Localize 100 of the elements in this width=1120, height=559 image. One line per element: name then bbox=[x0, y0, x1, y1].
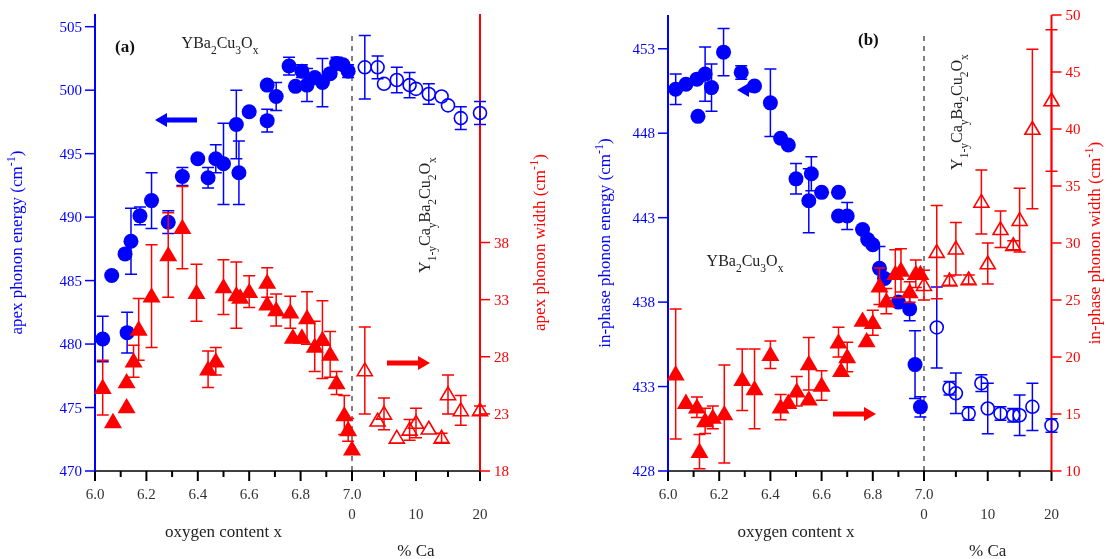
y2-tick-label: 18 bbox=[494, 463, 509, 479]
point bbox=[761, 345, 780, 362]
point bbox=[690, 108, 706, 124]
point bbox=[408, 81, 424, 97]
point bbox=[267, 300, 286, 317]
point bbox=[947, 240, 965, 255]
point bbox=[259, 77, 275, 93]
point bbox=[857, 332, 876, 348]
point bbox=[812, 376, 831, 392]
point bbox=[814, 184, 830, 200]
point bbox=[733, 370, 752, 387]
y2-tick-label: 40 bbox=[1065, 121, 1081, 137]
point bbox=[117, 398, 136, 414]
x-tick-label: 6.0 bbox=[85, 486, 105, 502]
point bbox=[863, 313, 882, 330]
point bbox=[187, 283, 206, 300]
point bbox=[831, 184, 846, 200]
point bbox=[1024, 120, 1041, 136]
y-tick-label: 438 bbox=[632, 294, 655, 311]
point bbox=[216, 156, 231, 172]
point bbox=[687, 398, 706, 414]
y2-tick-label: 33 bbox=[494, 291, 509, 308]
y-tick-label: 475 bbox=[59, 399, 82, 416]
point bbox=[402, 77, 417, 93]
x-tick-label: 6.4 bbox=[761, 486, 781, 502]
point bbox=[369, 412, 386, 427]
point bbox=[788, 171, 804, 187]
point bbox=[420, 420, 438, 435]
point bbox=[715, 405, 734, 421]
x-tick-label: 7.0 bbox=[914, 486, 934, 502]
point bbox=[104, 268, 120, 284]
point bbox=[803, 166, 819, 182]
point bbox=[690, 442, 709, 458]
point bbox=[745, 379, 764, 396]
y2-tick-label: 30 bbox=[1065, 235, 1081, 251]
point bbox=[142, 287, 161, 303]
point bbox=[704, 80, 720, 96]
point bbox=[268, 89, 284, 105]
point bbox=[900, 283, 919, 299]
point bbox=[865, 237, 881, 253]
x-axis-title: oxygen content x bbox=[737, 522, 856, 541]
point bbox=[1025, 399, 1040, 415]
y-tick-label: 433 bbox=[632, 378, 655, 395]
x-tick-label: 6.2 bbox=[137, 486, 156, 502]
point bbox=[912, 399, 928, 415]
point bbox=[241, 104, 257, 120]
point bbox=[452, 402, 470, 417]
point bbox=[992, 221, 1009, 236]
point bbox=[787, 382, 806, 398]
x-tick-label: 6.4 bbox=[188, 486, 208, 502]
point bbox=[832, 361, 851, 377]
point bbox=[124, 352, 143, 368]
y-tick-label: 428 bbox=[632, 463, 655, 479]
text: (b) bbox=[858, 30, 879, 49]
x-tick-label: 6.8 bbox=[291, 486, 310, 502]
y2-tick-label: 25 bbox=[1065, 292, 1081, 308]
point bbox=[928, 243, 946, 259]
point bbox=[357, 60, 373, 75]
y2-tick-label: 23 bbox=[494, 405, 509, 422]
y2-tick-label: 35 bbox=[1065, 178, 1081, 194]
y2-tick-label: 28 bbox=[494, 348, 509, 365]
y-tick-label: 505 bbox=[59, 18, 82, 35]
point bbox=[117, 246, 133, 262]
point bbox=[375, 405, 393, 420]
point bbox=[123, 233, 139, 249]
point bbox=[190, 151, 206, 167]
x-axis-title: % Ca bbox=[969, 541, 1007, 559]
x-tick-label: 6.2 bbox=[709, 486, 729, 502]
point bbox=[214, 278, 233, 294]
point bbox=[801, 193, 817, 209]
x-tick-label: 6.0 bbox=[658, 486, 678, 502]
point bbox=[129, 320, 148, 336]
text: (a) bbox=[115, 37, 135, 56]
point bbox=[780, 137, 796, 153]
point bbox=[1012, 407, 1027, 423]
x-tick-label: 6.8 bbox=[863, 486, 883, 502]
point bbox=[762, 95, 778, 111]
point bbox=[292, 328, 311, 344]
x-axis-title: % Ca bbox=[397, 541, 436, 559]
point bbox=[200, 170, 216, 186]
point bbox=[973, 193, 990, 209]
point bbox=[259, 113, 275, 129]
x-tick-label: 10 bbox=[408, 506, 424, 522]
point bbox=[948, 386, 964, 401]
point bbox=[902, 301, 918, 317]
annotation: YBa$_{2}$Cu$_{3}$O$_{x}$ bbox=[181, 34, 259, 56]
point bbox=[258, 273, 277, 289]
x-tick-label: 7.0 bbox=[342, 486, 362, 502]
point bbox=[321, 345, 340, 361]
point bbox=[907, 357, 923, 373]
x-tick-label: 6.6 bbox=[239, 486, 260, 502]
y2-tick-label: 20 bbox=[1065, 349, 1081, 365]
point bbox=[144, 193, 160, 209]
point bbox=[870, 277, 889, 293]
point bbox=[159, 246, 178, 262]
point bbox=[799, 390, 818, 406]
point bbox=[1011, 211, 1028, 227]
point bbox=[439, 386, 457, 401]
y-tick-label: 500 bbox=[59, 82, 82, 99]
annotation: YBa$_{2}$Cu$_{3}$O$_{x}$ bbox=[706, 252, 784, 274]
